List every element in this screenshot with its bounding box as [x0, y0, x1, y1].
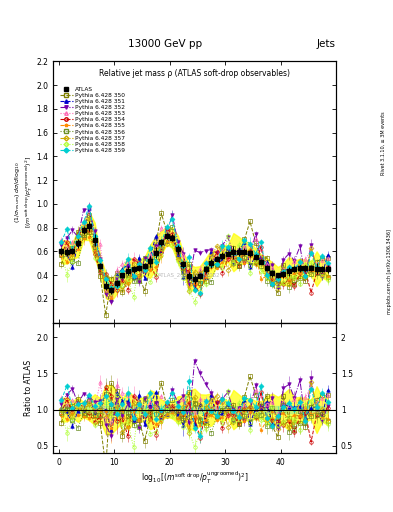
X-axis label: $\log_{10}[(m^{\rm soft\ drop}/p_T^{\rm ungroomed})^2]$: $\log_{10}[(m^{\rm soft\ drop}/p_T^{\rm …: [141, 470, 248, 486]
Text: Jets: Jets: [317, 38, 336, 49]
Text: Relative jet mass ρ (ATLAS soft-drop observables): Relative jet mass ρ (ATLAS soft-drop obs…: [99, 69, 290, 78]
Legend: ATLAS, Pythia 6.428 350, Pythia 6.428 351, Pythia 6.428 352, Pythia 6.428 353, P: ATLAS, Pythia 6.428 350, Pythia 6.428 35…: [59, 85, 126, 154]
Text: Rivet 3.1.10, ≥ 3M events: Rivet 3.1.10, ≥ 3M events: [381, 112, 386, 175]
Text: 13000 GeV pp: 13000 GeV pp: [128, 38, 202, 49]
Text: mcplots.cern.ch [arXiv:1306.3436]: mcplots.cern.ch [arXiv:1306.3436]: [387, 229, 392, 314]
Y-axis label: $(1/\sigma_{\mathrm{resum}})$ $d\sigma/d\log_{10}$
$[(m^{\mathrm{soft\ drop}}/p_: $(1/\sigma_{\mathrm{resum}})$ $d\sigma/d…: [13, 156, 35, 228]
Y-axis label: Ratio to ATLAS: Ratio to ATLAS: [24, 360, 33, 416]
Text: ATLAS_2019_I1772062: ATLAS_2019_I1772062: [158, 273, 220, 279]
